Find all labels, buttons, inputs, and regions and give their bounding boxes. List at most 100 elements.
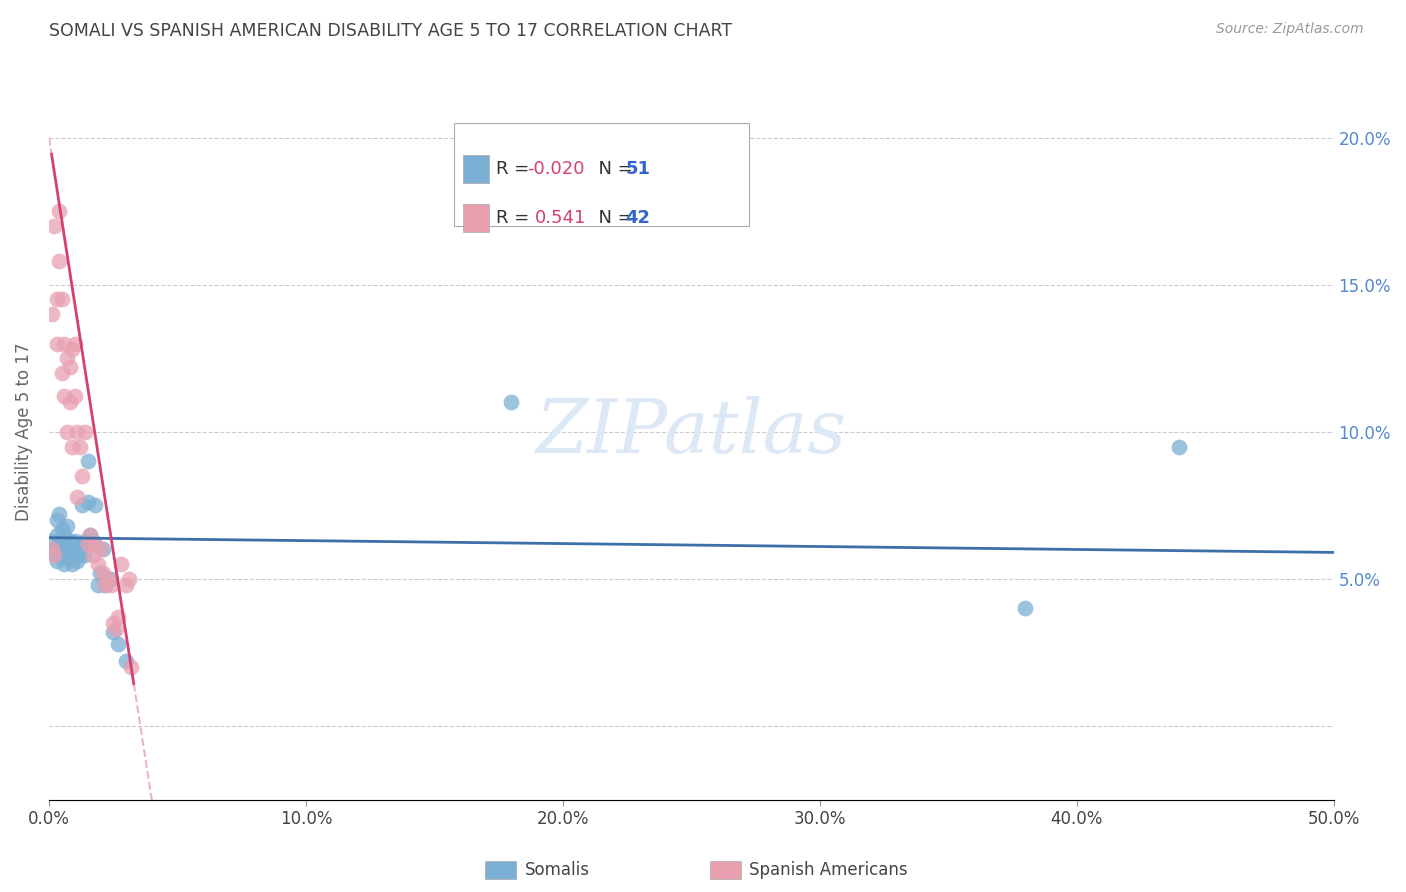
Point bbox=[120, 660, 142, 674]
Point bbox=[73, 549, 96, 563]
Point bbox=[45, 554, 67, 568]
Point bbox=[41, 542, 63, 557]
Point bbox=[51, 533, 73, 548]
Point bbox=[48, 549, 70, 563]
Point bbox=[42, 542, 65, 557]
Point bbox=[72, 499, 94, 513]
Point bbox=[115, 578, 138, 592]
Point bbox=[58, 542, 80, 557]
Point bbox=[1168, 440, 1191, 454]
Point bbox=[66, 490, 89, 504]
Point bbox=[42, 549, 65, 563]
Point bbox=[501, 395, 523, 409]
Point bbox=[58, 551, 80, 566]
Text: R =: R = bbox=[496, 209, 547, 227]
Point bbox=[89, 542, 111, 557]
Point bbox=[107, 637, 129, 651]
Point bbox=[66, 554, 89, 568]
Point bbox=[117, 572, 139, 586]
Point bbox=[60, 440, 83, 454]
Point bbox=[48, 204, 70, 219]
Point bbox=[56, 519, 79, 533]
Point bbox=[97, 572, 120, 586]
Point bbox=[103, 624, 125, 639]
Point bbox=[63, 389, 86, 403]
Point bbox=[100, 578, 122, 592]
Point bbox=[94, 578, 117, 592]
Point bbox=[82, 549, 104, 563]
Text: R =: R = bbox=[496, 161, 534, 178]
Point bbox=[58, 360, 80, 375]
Point bbox=[69, 440, 91, 454]
Point bbox=[53, 557, 76, 571]
Point bbox=[79, 528, 101, 542]
Point bbox=[89, 566, 111, 580]
Point bbox=[45, 336, 67, 351]
Point bbox=[63, 542, 86, 557]
Point bbox=[45, 293, 67, 307]
Point bbox=[69, 549, 91, 563]
Text: SOMALI VS SPANISH AMERICAN DISABILITY AGE 5 TO 17 CORRELATION CHART: SOMALI VS SPANISH AMERICAN DISABILITY AG… bbox=[49, 22, 733, 40]
Point bbox=[58, 395, 80, 409]
Point bbox=[72, 469, 94, 483]
Point bbox=[41, 307, 63, 321]
Point bbox=[76, 454, 98, 468]
Text: Source: ZipAtlas.com: Source: ZipAtlas.com bbox=[1216, 22, 1364, 37]
Point bbox=[66, 425, 89, 439]
Point bbox=[53, 528, 76, 542]
Point bbox=[73, 425, 96, 439]
Point bbox=[91, 566, 114, 580]
Point bbox=[56, 425, 79, 439]
Text: Somalis: Somalis bbox=[524, 861, 589, 879]
Point bbox=[56, 351, 79, 366]
Point bbox=[94, 578, 117, 592]
Point bbox=[51, 522, 73, 536]
Point bbox=[82, 533, 104, 548]
Point bbox=[53, 389, 76, 403]
Point bbox=[87, 557, 110, 571]
Text: ZIPatlas: ZIPatlas bbox=[536, 395, 846, 468]
Point bbox=[58, 533, 80, 548]
Point bbox=[79, 528, 101, 542]
Point bbox=[41, 533, 63, 548]
Point bbox=[48, 507, 70, 521]
Point bbox=[66, 542, 89, 557]
Point bbox=[42, 219, 65, 233]
Point bbox=[110, 557, 132, 571]
Point bbox=[42, 549, 65, 563]
Point bbox=[69, 542, 91, 557]
Point bbox=[100, 572, 122, 586]
Point bbox=[91, 542, 114, 557]
Point bbox=[84, 536, 107, 550]
Text: N =: N = bbox=[588, 161, 638, 178]
Point bbox=[53, 542, 76, 557]
Point bbox=[104, 622, 127, 636]
Text: 0.541: 0.541 bbox=[536, 209, 586, 227]
Point bbox=[72, 536, 94, 550]
Point bbox=[48, 254, 70, 268]
Point bbox=[103, 615, 125, 630]
Point bbox=[60, 343, 83, 357]
Point bbox=[56, 536, 79, 550]
Text: -0.020: -0.020 bbox=[527, 161, 585, 178]
Point bbox=[60, 542, 83, 557]
Text: 42: 42 bbox=[626, 209, 650, 227]
Point bbox=[76, 495, 98, 509]
Text: 51: 51 bbox=[626, 161, 650, 178]
Point bbox=[87, 578, 110, 592]
Point bbox=[63, 336, 86, 351]
Point bbox=[73, 533, 96, 548]
Point bbox=[51, 293, 73, 307]
Point bbox=[51, 542, 73, 557]
Point bbox=[45, 513, 67, 527]
Point bbox=[56, 549, 79, 563]
Point bbox=[48, 536, 70, 550]
Point bbox=[63, 549, 86, 563]
Point bbox=[45, 528, 67, 542]
Point bbox=[84, 499, 107, 513]
Text: Spanish Americans: Spanish Americans bbox=[749, 861, 908, 879]
Point bbox=[1014, 601, 1036, 615]
Point bbox=[76, 536, 98, 550]
Point bbox=[107, 610, 129, 624]
Text: N =: N = bbox=[588, 209, 638, 227]
